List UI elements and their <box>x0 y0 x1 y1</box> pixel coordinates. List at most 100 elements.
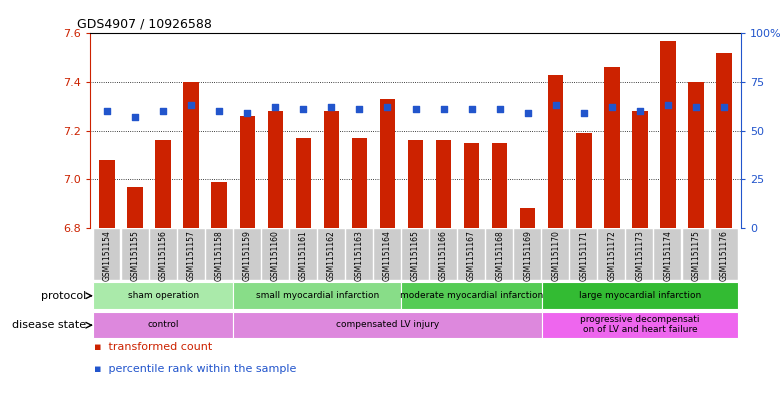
Text: GSM1151159: GSM1151159 <box>243 230 252 281</box>
FancyBboxPatch shape <box>543 229 569 280</box>
FancyBboxPatch shape <box>655 229 681 280</box>
Text: GSM1151168: GSM1151168 <box>495 230 504 281</box>
Bar <box>324 111 339 228</box>
Bar <box>183 82 199 228</box>
Text: GSM1151165: GSM1151165 <box>411 230 420 281</box>
Point <box>297 106 310 112</box>
FancyBboxPatch shape <box>233 312 542 338</box>
FancyBboxPatch shape <box>486 229 513 280</box>
Point <box>325 104 338 110</box>
FancyBboxPatch shape <box>374 229 401 280</box>
Text: GSM1151174: GSM1151174 <box>663 230 673 281</box>
FancyBboxPatch shape <box>626 229 653 280</box>
Bar <box>352 138 367 228</box>
Point <box>466 106 478 112</box>
Text: disease state: disease state <box>12 320 86 330</box>
Point <box>381 104 394 110</box>
Text: GSM1151156: GSM1151156 <box>158 230 168 281</box>
Point <box>185 102 198 108</box>
FancyBboxPatch shape <box>542 312 738 338</box>
FancyBboxPatch shape <box>710 229 738 280</box>
FancyBboxPatch shape <box>233 283 401 309</box>
Point <box>157 108 169 114</box>
Point <box>550 102 562 108</box>
FancyBboxPatch shape <box>150 229 176 280</box>
Bar <box>240 116 255 228</box>
FancyBboxPatch shape <box>93 312 233 338</box>
FancyBboxPatch shape <box>205 229 233 280</box>
Text: GSM1151162: GSM1151162 <box>327 230 336 281</box>
Point <box>129 114 141 120</box>
Text: GSM1151161: GSM1151161 <box>299 230 308 281</box>
Point <box>718 104 731 110</box>
Bar <box>492 143 507 228</box>
FancyBboxPatch shape <box>178 229 205 280</box>
Bar <box>127 187 143 228</box>
FancyBboxPatch shape <box>93 229 121 280</box>
Point <box>409 106 422 112</box>
Text: ▪  transformed count: ▪ transformed count <box>94 342 212 352</box>
Text: sham operation: sham operation <box>128 291 198 299</box>
FancyBboxPatch shape <box>683 229 710 280</box>
Bar <box>520 208 535 228</box>
Text: GSM1151163: GSM1151163 <box>355 230 364 281</box>
Point <box>605 104 618 110</box>
Point <box>690 104 702 110</box>
Point <box>578 110 590 116</box>
Text: GSM1151155: GSM1151155 <box>131 230 140 281</box>
Bar <box>717 53 731 228</box>
Bar <box>267 111 283 228</box>
Text: ▪  percentile rank within the sample: ▪ percentile rank within the sample <box>94 364 296 373</box>
Bar <box>632 111 648 228</box>
Point <box>521 110 534 116</box>
FancyBboxPatch shape <box>122 229 148 280</box>
Text: GSM1151176: GSM1151176 <box>720 230 728 281</box>
Point <box>213 108 226 114</box>
Bar <box>548 75 564 228</box>
Point <box>269 104 281 110</box>
FancyBboxPatch shape <box>290 229 317 280</box>
Text: GSM1151167: GSM1151167 <box>467 230 476 281</box>
FancyBboxPatch shape <box>93 283 233 309</box>
FancyBboxPatch shape <box>262 229 289 280</box>
FancyBboxPatch shape <box>401 283 542 309</box>
Text: progressive decompensati
on of LV and heart failure: progressive decompensati on of LV and he… <box>580 315 699 334</box>
Point <box>633 108 646 114</box>
Bar <box>296 138 311 228</box>
Text: GSM1151172: GSM1151172 <box>608 230 616 281</box>
Bar <box>688 82 704 228</box>
FancyBboxPatch shape <box>234 229 261 280</box>
Bar <box>604 68 619 228</box>
Bar <box>576 133 591 228</box>
Text: compensated LV injury: compensated LV injury <box>336 320 439 329</box>
Text: GSM1151154: GSM1151154 <box>103 230 111 281</box>
FancyBboxPatch shape <box>598 229 626 280</box>
FancyBboxPatch shape <box>430 229 457 280</box>
Text: GSM1151175: GSM1151175 <box>691 230 700 281</box>
Text: GSM1151157: GSM1151157 <box>187 230 196 281</box>
FancyBboxPatch shape <box>458 229 485 280</box>
Text: GSM1151166: GSM1151166 <box>439 230 448 281</box>
FancyBboxPatch shape <box>402 229 429 280</box>
Text: small myocardial infarction: small myocardial infarction <box>256 291 379 299</box>
Text: GSM1151164: GSM1151164 <box>383 230 392 281</box>
Text: GSM1151158: GSM1151158 <box>215 230 223 281</box>
FancyBboxPatch shape <box>570 229 597 280</box>
Bar <box>408 140 423 228</box>
Point <box>662 102 674 108</box>
Text: GSM1151171: GSM1151171 <box>579 230 588 281</box>
Text: GSM1151160: GSM1151160 <box>270 230 280 281</box>
Bar <box>212 182 227 228</box>
Bar <box>660 41 676 228</box>
Point <box>493 106 506 112</box>
FancyBboxPatch shape <box>542 283 738 309</box>
Text: GSM1151169: GSM1151169 <box>523 230 532 281</box>
Text: large myocardial infarction: large myocardial infarction <box>579 291 701 299</box>
Text: GSM1151173: GSM1151173 <box>635 230 644 281</box>
Point <box>437 106 450 112</box>
Point <box>100 108 113 114</box>
FancyBboxPatch shape <box>514 229 541 280</box>
FancyBboxPatch shape <box>318 229 345 280</box>
Text: control: control <box>147 320 179 329</box>
Point <box>353 106 365 112</box>
